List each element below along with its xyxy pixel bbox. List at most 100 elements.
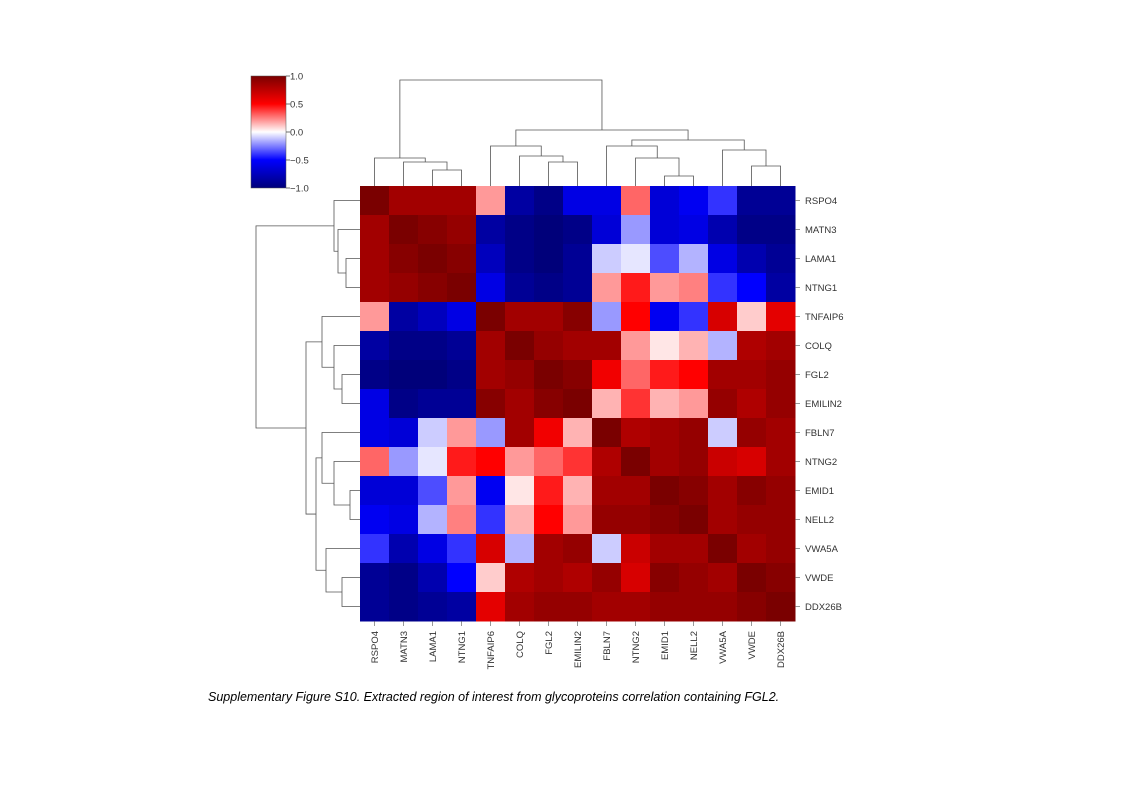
- dendrogram-branch: [341, 577, 360, 607]
- dendrogram-branch: [432, 169, 462, 186]
- heatmap-cell: [360, 302, 390, 332]
- heatmap-cell: [592, 476, 622, 506]
- column-label: DDX26B: [776, 631, 787, 668]
- heatmap-cell: [389, 215, 419, 245]
- dendrogram-branch: [255, 225, 334, 429]
- heatmap-cell: [389, 273, 419, 303]
- row-label: RSPO4: [805, 196, 837, 207]
- heatmap-cell: [592, 447, 622, 477]
- dendrogram-branch: [321, 432, 360, 484]
- dendrogram-branch: [349, 490, 360, 520]
- heatmap-cell: [476, 447, 506, 477]
- heatmap-cell: [766, 331, 796, 361]
- heatmap-cell: [679, 331, 709, 361]
- heatmap-cell: [505, 331, 535, 361]
- heatmap-cell: [476, 302, 506, 332]
- column-labels: RSPO4 MATN3 LAMA1 NTNG1 TNFAIP6 COLQ FGL2 EMILI…: [370, 621, 787, 670]
- heatmap-cell: [592, 563, 622, 593]
- heatmap-cell: [592, 244, 622, 274]
- heatmap-cell: [389, 302, 419, 332]
- heatmap-cell: [563, 273, 593, 303]
- heatmap-cell: [766, 447, 796, 477]
- heatmap-cell: [447, 331, 477, 361]
- heatmap-cell: [679, 563, 709, 593]
- heatmap-cell: [650, 505, 680, 535]
- heatmap-cell: [447, 505, 477, 535]
- heatmap-cell: [505, 563, 535, 593]
- heatmap-cell: [563, 215, 593, 245]
- heatmap-cell: [737, 505, 767, 535]
- heatmap-cell: [737, 534, 767, 564]
- heatmap-cell: [737, 360, 767, 390]
- heatmap-cell: [447, 273, 477, 303]
- heatmap-cell: [534, 331, 564, 361]
- heatmap-cell: [447, 447, 477, 477]
- heatmap-cell: [476, 505, 506, 535]
- colorbar-tick-label: 0.5: [290, 100, 303, 111]
- heatmap-cell: [766, 186, 796, 216]
- heatmap-cell: [650, 592, 680, 622]
- heatmap-cell: [389, 447, 419, 477]
- heatmap-cell: [418, 273, 448, 303]
- heatmap-cell: [389, 389, 419, 419]
- heatmap-cell: [621, 360, 651, 390]
- heatmap-cell: [418, 563, 448, 593]
- heatmap-cell: [389, 360, 419, 390]
- dendrogram-branch: [325, 548, 360, 593]
- heatmap-cell: [766, 534, 796, 564]
- heatmap-cell: [737, 389, 767, 419]
- heatmap-cell: [418, 302, 448, 332]
- heatmap-cell: [563, 418, 593, 448]
- heatmap-cell: [563, 244, 593, 274]
- heatmap-cell: [476, 389, 506, 419]
- heatmap-cell: [708, 273, 738, 303]
- heatmap-cell: [505, 592, 535, 622]
- heatmap-cell: [476, 563, 506, 593]
- heatmap-cell: [679, 534, 709, 564]
- heatmap-cell: [766, 418, 796, 448]
- heatmap-cell: [737, 447, 767, 477]
- dendrogram-branch: [315, 457, 326, 571]
- heatmap-cell: [679, 476, 709, 506]
- heatmap-cell: [708, 389, 738, 419]
- heatmap-cell: [476, 215, 506, 245]
- heatmap-cell: [534, 186, 564, 216]
- heatmap-cell: [360, 244, 390, 274]
- heatmap-cell: [737, 186, 767, 216]
- heatmap-cell: [592, 592, 622, 622]
- heatmap-cell: [447, 360, 477, 390]
- heatmap-cell: [476, 273, 506, 303]
- heatmap-cell: [389, 592, 419, 622]
- heatmap-cell: [563, 331, 593, 361]
- dendrogram-branch: [399, 79, 603, 158]
- column-label: TNFAIP6: [486, 631, 497, 670]
- row-label: FBLN7: [805, 428, 835, 439]
- heatmap-cell: [679, 215, 709, 245]
- dendrogram-branch: [515, 129, 689, 146]
- heatmap-cell: [476, 418, 506, 448]
- heatmap-cell: [447, 186, 477, 216]
- heatmap-cell: [447, 302, 477, 332]
- heatmap-cell: [621, 418, 651, 448]
- dendrogram-branch: [722, 149, 767, 186]
- heatmap-cell: [418, 476, 448, 506]
- heatmap-cell: [621, 505, 651, 535]
- column-label: LAMA1: [428, 631, 439, 662]
- dendrogram-branch: [333, 345, 360, 390]
- heatmap-cell: [476, 244, 506, 274]
- heatmap-cell: [447, 592, 477, 622]
- heatmap-cell: [621, 447, 651, 477]
- heatmap-cell: [708, 215, 738, 245]
- heatmap-cell: [360, 563, 390, 593]
- column-label: EMILIN2: [573, 631, 584, 668]
- colorbar-tick-label: 0.0: [290, 128, 303, 139]
- heatmap-cell: [621, 244, 651, 274]
- heatmap-cell: [621, 563, 651, 593]
- heatmap-cell: [766, 592, 796, 622]
- heatmap-cell: [505, 215, 535, 245]
- heatmap-cell: [650, 215, 680, 245]
- heatmap-cell: [679, 592, 709, 622]
- heatmap-cell: [563, 476, 593, 506]
- heatmap-cell: [563, 505, 593, 535]
